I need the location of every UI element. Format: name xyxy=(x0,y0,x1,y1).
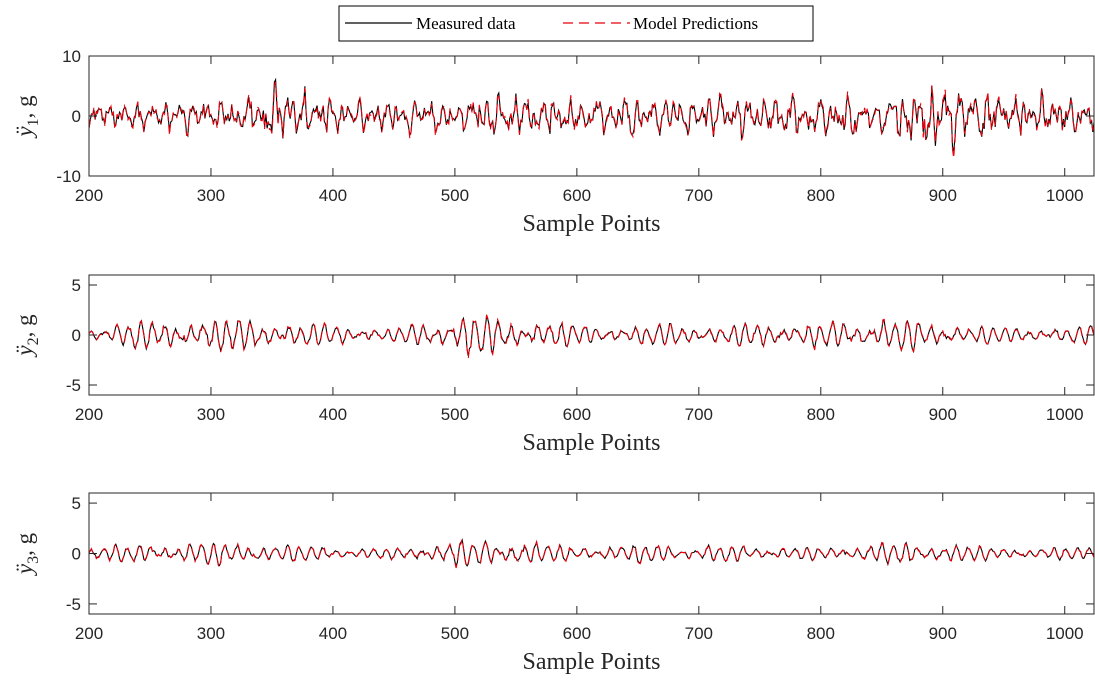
x-axis-label: Sample Points xyxy=(522,211,660,237)
x-tick-label: 900 xyxy=(929,624,957,643)
x-tick-label: 600 xyxy=(563,186,591,205)
x-tick-label: 300 xyxy=(197,624,225,643)
legend-box xyxy=(338,5,814,42)
x-tick-label: 1000 xyxy=(1046,624,1084,643)
x-axis-label: Sample Points xyxy=(522,649,660,675)
x-tick-label: 600 xyxy=(563,405,591,424)
series-model-line xyxy=(89,81,1094,158)
y-tick-label: 5 xyxy=(72,276,81,295)
series-measured-line xyxy=(89,538,1094,568)
x-tick-label: 900 xyxy=(929,405,957,424)
y-tick-label: 0 xyxy=(72,107,81,126)
y-axis-label: ÿ2, g xyxy=(12,314,42,358)
panel-2: 200 300 400 500 600 700 800 900 1000 -5 0 5 Sample P… xyxy=(12,274,1095,456)
y-label-base: ÿ xyxy=(12,563,37,576)
series-measured-line xyxy=(89,77,1094,152)
x-tick-label: 800 xyxy=(807,186,835,205)
y-tick-label: 5 xyxy=(72,494,81,513)
x-tick-label: 1000 xyxy=(1046,186,1084,205)
x-tick-label: 400 xyxy=(319,624,347,643)
panel-3: 200 300 400 500 600 700 800 900 1000 -5 0 5 Sample P… xyxy=(12,492,1095,675)
y-label-unit: , g xyxy=(12,532,37,556)
y-tick-label: -10 xyxy=(56,167,81,186)
y-label-base: ÿ xyxy=(12,126,37,139)
y-label-unit: , g xyxy=(12,314,37,338)
panel-1: 200 300 400 500 600 700 800 900 1000 -10 0 10 Sample… xyxy=(12,47,1095,237)
x-tick-label: 200 xyxy=(75,186,103,205)
y-tick-label: 0 xyxy=(72,545,81,564)
y-label-subscript: 1 xyxy=(25,118,42,126)
x-tick-label: 500 xyxy=(441,624,469,643)
series-model-line xyxy=(89,314,1094,359)
legend-label-model: Model Predictions xyxy=(633,14,758,33)
y-tick-label: -5 xyxy=(66,595,81,614)
x-tick-label: 200 xyxy=(75,624,103,643)
x-axis-label: Sample Points xyxy=(522,430,660,456)
x-tick-label: 400 xyxy=(319,405,347,424)
panel-3-series xyxy=(89,538,1094,569)
x-tick-label: 700 xyxy=(685,186,713,205)
y-tick-label: 10 xyxy=(62,47,81,66)
x-tick-label: 500 xyxy=(441,186,469,205)
axes-box xyxy=(88,55,1095,177)
y-label-unit: , g xyxy=(12,95,37,119)
y-label-subscript: 3 xyxy=(25,556,42,564)
x-tick-label: 400 xyxy=(319,186,347,205)
x-tick-label: 300 xyxy=(197,405,225,424)
x-tick-label: 1000 xyxy=(1046,405,1084,424)
x-tick-label: 500 xyxy=(441,405,469,424)
x-tick-label: 800 xyxy=(807,405,835,424)
x-tick-label: 700 xyxy=(685,624,713,643)
panel-1-series xyxy=(89,77,1094,158)
y-tick-label: 0 xyxy=(72,326,81,345)
x-tick-label: 300 xyxy=(197,186,225,205)
legend: Measured data Model Predictions xyxy=(338,5,814,42)
x-tick-label: 800 xyxy=(807,624,835,643)
series-model-line xyxy=(89,538,1094,569)
legend-label-measured: Measured data xyxy=(416,14,516,33)
y-tick-label: -5 xyxy=(66,376,81,395)
y-axis-label: ÿ3, g xyxy=(12,532,42,576)
x-tick-label: 700 xyxy=(685,405,713,424)
y-axis-label: ÿ1, g xyxy=(12,95,42,139)
y-label-base: ÿ xyxy=(12,345,37,358)
x-tick-label: 200 xyxy=(75,405,103,424)
x-tick-label: 900 xyxy=(929,186,957,205)
y-label-subscript: 2 xyxy=(25,337,42,345)
panel-2-series xyxy=(89,314,1094,359)
x-tick-label: 600 xyxy=(563,624,591,643)
